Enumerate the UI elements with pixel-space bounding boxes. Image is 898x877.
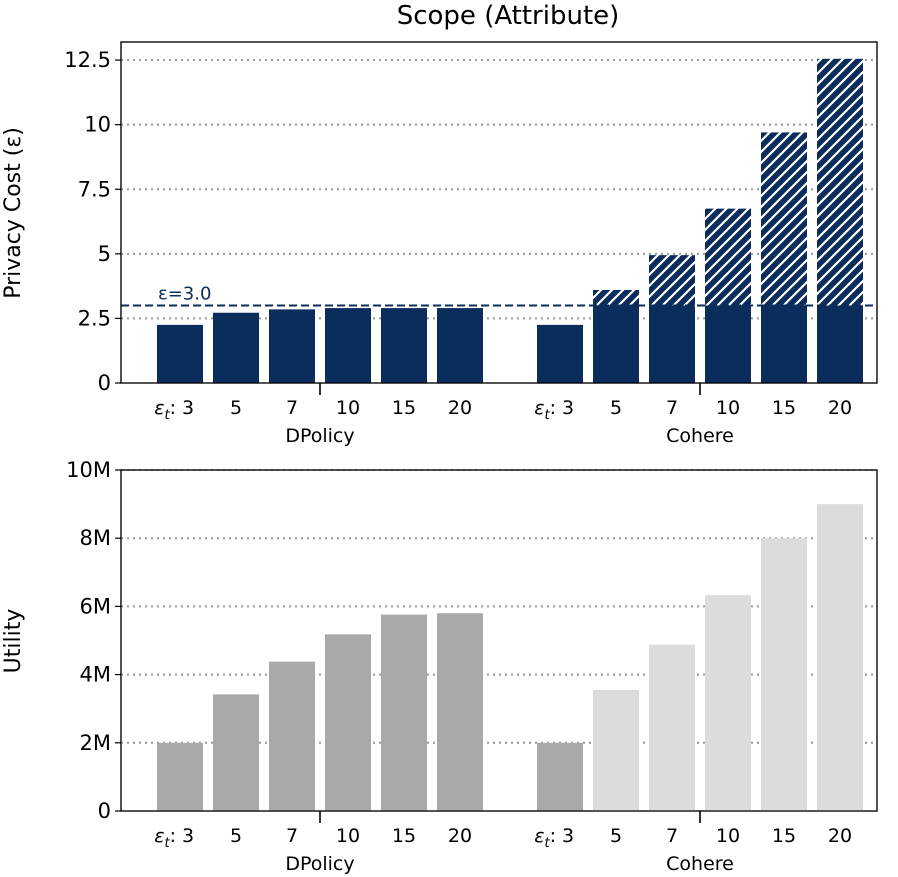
y-tick-label: 10M — [66, 458, 111, 482]
x-tick-label: 15 — [772, 825, 796, 847]
bar-solid — [649, 305, 695, 383]
y-tick-label: 0 — [98, 799, 111, 823]
x-tick-label: 3 — [562, 397, 574, 419]
group-label: Cohere — [666, 425, 734, 447]
bar-solid — [817, 305, 863, 383]
bar-hatched — [649, 255, 695, 306]
bar-hatched — [705, 208, 751, 306]
y-tick-label: 2.5 — [78, 306, 111, 330]
bar-solid — [537, 324, 583, 383]
utility-plot: 0 2M 4M 6M 8M 10M εt: 3 5 7 10 15 20 DPolicy εt: 3 5 7 10 1… — [66, 458, 878, 875]
x-tick-prefix-colon: : — [170, 825, 176, 847]
y-tick-label: 8M — [80, 526, 111, 550]
x-tick-prefix-colon: : — [550, 397, 556, 419]
y-tick-label: 2M — [80, 731, 111, 755]
x-tick-label: 5 — [610, 825, 622, 847]
x-tick-label: 10 — [336, 825, 360, 847]
group-label: Cohere — [666, 853, 734, 875]
x-tick-label: 15 — [392, 397, 416, 419]
bar — [537, 742, 583, 811]
bar — [157, 742, 203, 811]
x-tick-prefix: εt: — [154, 825, 176, 851]
bar-hatched — [817, 58, 863, 306]
bar-hatched — [761, 132, 807, 306]
y-tick-label: 10 — [84, 113, 111, 137]
x-tick-prefix-colon: : — [550, 825, 556, 847]
x-tick-label: 15 — [392, 825, 416, 847]
bar-solid — [213, 312, 259, 383]
bar — [269, 661, 315, 811]
bottom-ylabel: Utility — [1, 609, 26, 674]
x-tick-prefix: εt: — [534, 397, 556, 423]
bar-solid — [325, 308, 371, 383]
x-tick-prefix: εt: — [534, 825, 556, 851]
bar — [705, 595, 751, 811]
x-tick-label: 3 — [562, 825, 574, 847]
threshold-label: ε=3.0 — [158, 284, 211, 305]
bar-solid — [381, 308, 427, 383]
x-tick-label: 20 — [828, 825, 852, 847]
bar — [649, 644, 695, 811]
x-tick-label: 20 — [828, 397, 852, 419]
x-tick-label: 7 — [666, 397, 678, 419]
y-tick-label: 0 — [98, 371, 111, 395]
bar — [381, 614, 427, 811]
x-tick-prefix-sub: t — [164, 836, 170, 851]
bar — [817, 504, 863, 811]
x-tick-prefix-colon: : — [170, 397, 176, 419]
plot-frame-overlay — [120, 41, 878, 384]
group-label: DPolicy — [285, 853, 354, 875]
x-tick-label: 3 — [182, 397, 194, 419]
bar-solid — [761, 305, 807, 383]
bar — [761, 538, 807, 811]
x-tick-prefix: εt: — [154, 397, 176, 423]
x-tick-prefix-sub: t — [544, 836, 550, 851]
y-tick-label: 12.5 — [64, 48, 111, 72]
y-tick-label: 7.5 — [78, 177, 111, 201]
x-tick-label: 3 — [182, 825, 194, 847]
x-tick-label: 15 — [772, 397, 796, 419]
x-tick-label: 20 — [448, 397, 472, 419]
bar-solid — [437, 308, 483, 383]
bar-solid — [705, 305, 751, 383]
bar — [213, 694, 259, 811]
x-tick-label: 7 — [286, 825, 298, 847]
x-tick-prefix-sub: t — [164, 408, 170, 423]
x-tick-label: 7 — [666, 825, 678, 847]
x-tick-label: 10 — [716, 825, 740, 847]
y-tick-label: 6M — [80, 594, 111, 618]
bar-solid — [157, 324, 203, 383]
x-tick-label: 5 — [230, 825, 242, 847]
x-tick-label: 10 — [336, 397, 360, 419]
bar-hatched — [593, 290, 639, 306]
plot-frame-overlay — [120, 469, 878, 812]
chart-title: Scope (Attribute) — [397, 1, 620, 31]
top-ylabel: Privacy Cost (ε) — [1, 127, 26, 299]
bar-solid — [269, 309, 315, 383]
x-tick-label: 5 — [610, 397, 622, 419]
privacy-cost-plot: 0 2.5 5 7.5 10 12.5 ε=3.0 εt: 3 5 7 10 15 20 DPolicy εt… — [64, 41, 878, 447]
x-tick-label: 20 — [448, 825, 472, 847]
y-tick-label: 4M — [80, 663, 111, 687]
x-tick-label: 7 — [286, 397, 298, 419]
x-tick-label: 5 — [230, 397, 242, 419]
bar — [593, 689, 639, 811]
x-tick-prefix-sub: t — [544, 408, 550, 423]
y-tick-label: 5 — [98, 242, 111, 266]
bar — [325, 634, 371, 811]
group-label: DPolicy — [285, 425, 354, 447]
x-tick-label: 10 — [716, 397, 740, 419]
bar-solid — [593, 305, 639, 383]
bar — [437, 613, 483, 811]
